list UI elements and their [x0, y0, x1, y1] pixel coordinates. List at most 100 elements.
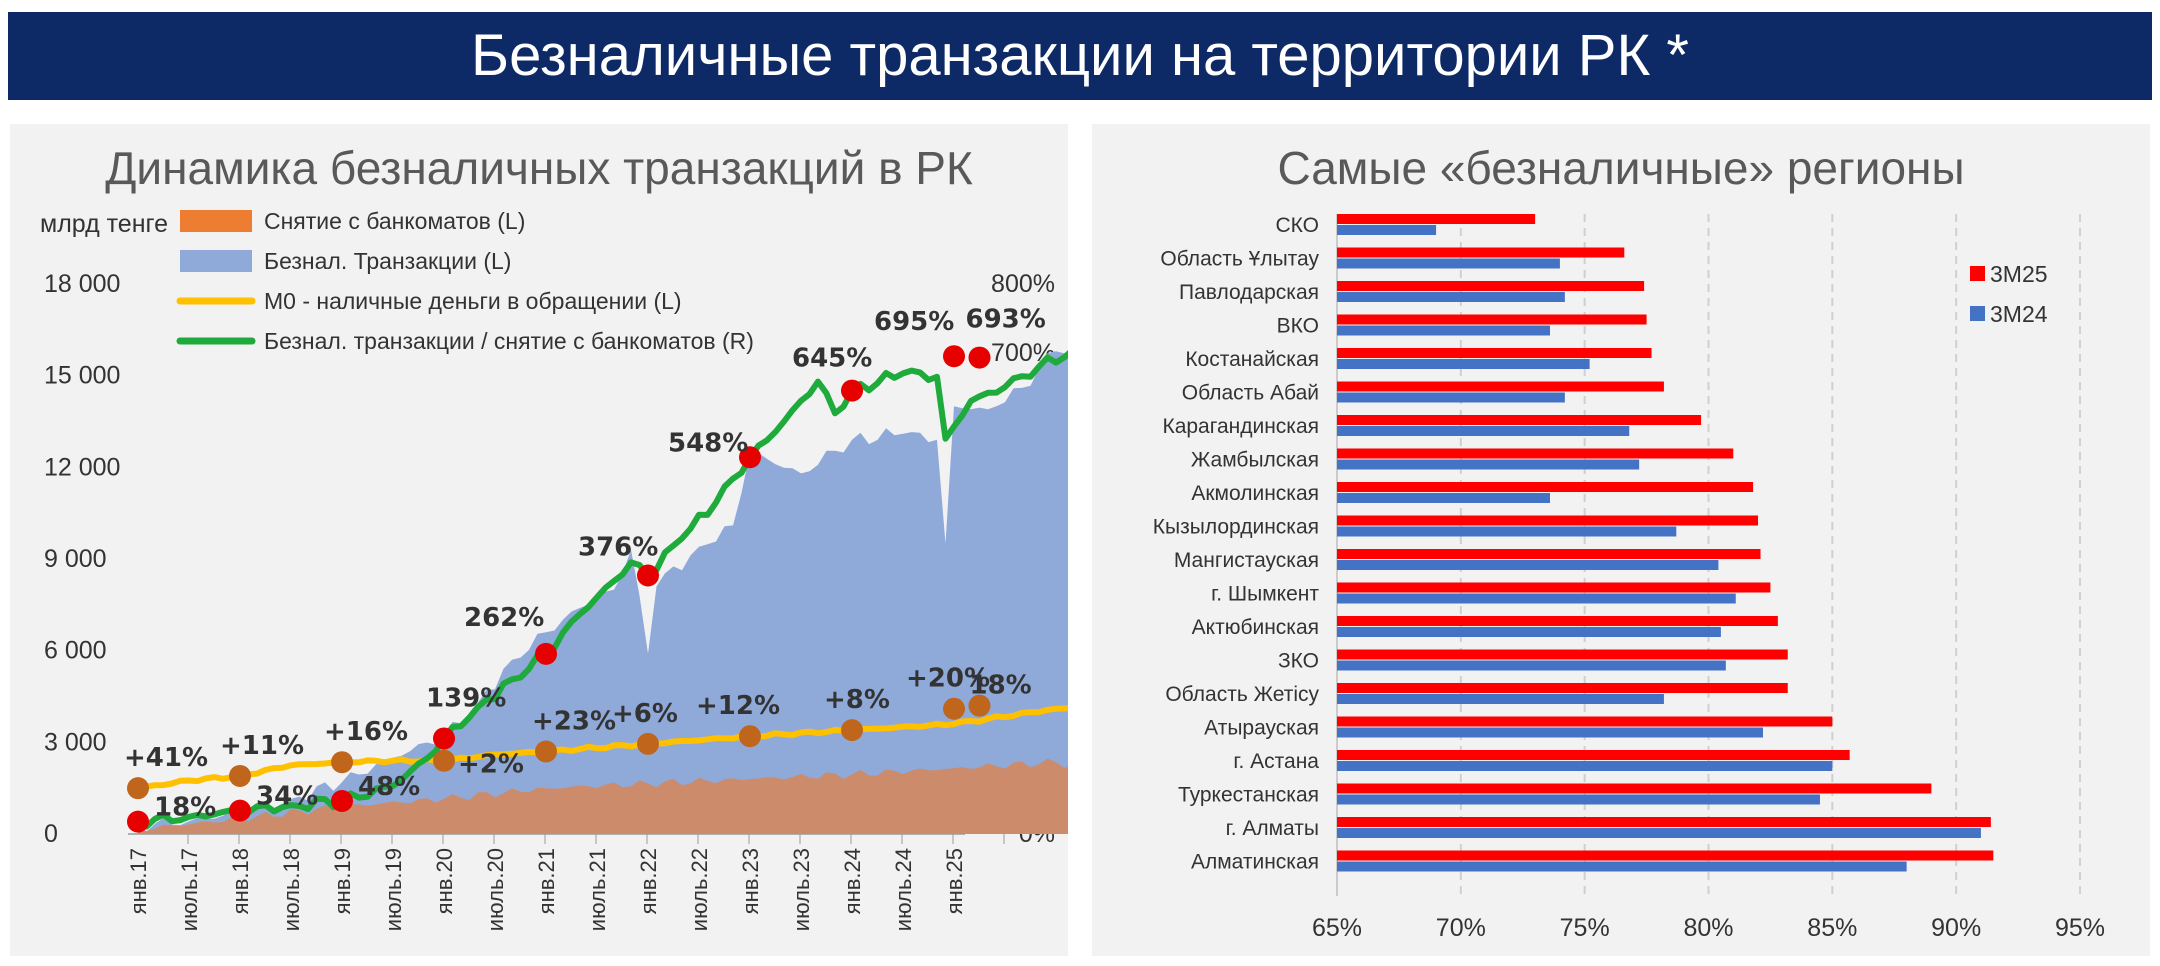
m0-marker: [968, 694, 991, 717]
region-label: Область Абай: [1182, 382, 1319, 405]
x-axis-tick-label: янв.24: [840, 848, 865, 914]
m0-growth-label: +8%: [824, 685, 890, 715]
region-label: Павлодарская: [1179, 281, 1319, 304]
x-axis-tick-label: июль.22: [687, 848, 712, 931]
ratio-value-label: 18%: [154, 793, 216, 823]
legend-swatch: [1970, 306, 1985, 321]
m0-growth-label: +2%: [458, 750, 524, 780]
ratio-marker: [968, 346, 991, 369]
bar-3м25: [1337, 247, 1625, 258]
legend-label: 3М24: [1990, 301, 2048, 327]
region-label: Туркестанская: [1178, 784, 1319, 807]
x-axis-tick-label: янв.23: [738, 848, 763, 914]
x-axis-tick-label: 90%: [1931, 914, 1981, 942]
m0-marker: [331, 751, 353, 774]
bar-3м25: [1337, 281, 1645, 291]
legend-label: 3М25: [1990, 261, 2048, 287]
regions-chart-title: Самые «безналичные» регионы: [1277, 142, 1964, 194]
bar-3м24: [1337, 861, 1907, 872]
m0-cash-line: [137, 705, 1068, 792]
bar-3м25: [1337, 683, 1788, 693]
m0-marker: [943, 697, 965, 720]
bar-3м24: [1337, 660, 1726, 671]
x-axis-tick-label: июль.24: [891, 848, 916, 931]
region-label: Карагандинская: [1162, 415, 1319, 438]
bar-3м25: [1337, 582, 1771, 593]
region-label: Алматинская: [1191, 851, 1319, 874]
regions-chart: Самые «безналичные» регионы 65% 70% 75% 80%…: [1153, 142, 2105, 942]
x-axis-tick-label: 95%: [2055, 914, 2105, 942]
x-axis-tick-label: июль.23: [789, 848, 814, 931]
region-label: СКО: [1276, 214, 1320, 237]
left-axis-unit-label: млрд тенге: [40, 210, 168, 238]
m0-growth-label: +23%: [532, 707, 616, 737]
x-axis-tick-label: янв.22: [636, 848, 661, 914]
regions-chart-panel: Самые «безналичные» регионы 65% 70% 75% 80%…: [1092, 124, 2150, 956]
ratio-value-label: 48%: [358, 772, 420, 802]
m0-growth-label: +16%: [324, 717, 408, 747]
bar-3м25: [1337, 750, 1850, 760]
region-label: Костанайская: [1185, 348, 1319, 371]
ratio-marker: [229, 799, 251, 822]
bar-3м24: [1337, 292, 1565, 302]
ratio-value-label: 548%: [668, 428, 748, 458]
region-label: г. Астана: [1233, 750, 1319, 773]
bar-3м24: [1337, 560, 1719, 570]
left-axis-tick-label: 18 000: [44, 270, 120, 298]
m0-marker: [229, 764, 251, 787]
x-axis-tick-label: янв.21: [534, 848, 559, 914]
bar-3м24: [1337, 593, 1736, 604]
legend-label: Снятие с банкоматов (L): [264, 208, 525, 234]
bar-3м25: [1337, 817, 1991, 827]
left-axis-tick-label: 6 000: [44, 637, 107, 665]
region-label: Жамбылская: [1191, 449, 1319, 472]
bar-3м25: [1337, 314, 1647, 325]
bar-3м25: [1337, 348, 1652, 358]
bar-3м24: [1337, 694, 1664, 704]
bar-3м25: [1337, 783, 1932, 794]
ratio-value-label: 645%: [792, 344, 872, 374]
m0-marker: [841, 719, 863, 742]
region-label: Область Жетісу: [1165, 683, 1319, 706]
x-axis-tick-label: 85%: [1807, 914, 1857, 942]
m0-marker: [739, 725, 761, 748]
ratio-marker: [943, 345, 965, 368]
m0-growth-label: +20%: [906, 664, 990, 694]
region-label: Кызылординская: [1153, 516, 1319, 539]
bar-3м24: [1337, 359, 1590, 369]
x-axis-tick-label: 65%: [1312, 914, 1362, 942]
ratio-marker: [739, 446, 761, 469]
bar-3м25: [1337, 214, 1536, 224]
x-axis-tick-label: июль.19: [381, 848, 406, 931]
m0-marker: [127, 777, 149, 800]
m0-growth-label: +11%: [220, 731, 304, 761]
m0-marker: [535, 740, 557, 763]
bar-3м24: [1337, 426, 1630, 436]
bar-3м25: [1337, 381, 1664, 392]
region-label: ЗКО: [1278, 650, 1319, 673]
atm-withdrawals-area: [138, 758, 1068, 834]
dynamics-chart-panel: Динамика безналичных транзакций в РК млр…: [10, 124, 1068, 956]
dynamics-chart: Динамика безналичных транзакций в РК млр…: [40, 142, 1068, 931]
bar-3м24: [1337, 459, 1640, 470]
x-axis-tick-label: янв.25: [942, 848, 967, 914]
bar-3м24: [1337, 627, 1721, 637]
ratio-marker: [841, 379, 863, 402]
cashless-transactions-area: [138, 349, 1068, 834]
ratio-marker: [433, 727, 455, 750]
dynamics-chart-title: Динамика безналичных транзакций в РК: [105, 142, 973, 194]
page-title: Безналичные транзакции на территории РК …: [471, 23, 1689, 88]
bar-3м24: [1337, 493, 1550, 503]
legend-label: Безнал. Транзакции (L): [264, 248, 511, 274]
x-axis-tick-label: 80%: [1683, 914, 1733, 942]
bar-3м25: [1337, 482, 1754, 492]
m0-marker: [637, 732, 659, 755]
left-axis-tick-label: 0: [44, 820, 58, 848]
x-axis-tick-label: янв.19: [330, 848, 355, 914]
m0-marker: [433, 749, 455, 772]
legend-swatch: [1970, 266, 1985, 281]
left-axis-tick-label: 3 000: [44, 728, 107, 756]
region-label: г. Алматы: [1226, 817, 1319, 840]
x-axis-tick-label: 70%: [1436, 914, 1486, 942]
m0-growth-label: +12%: [696, 691, 780, 721]
